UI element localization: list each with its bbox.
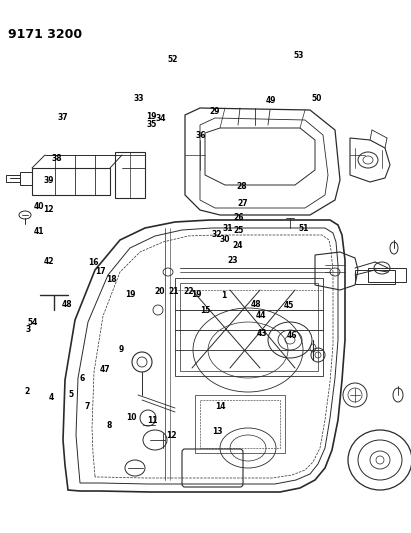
Text: 47: 47 [99,365,110,374]
Text: 28: 28 [237,182,247,191]
Text: 29: 29 [209,108,220,116]
Text: 14: 14 [215,402,226,410]
Text: 39: 39 [43,176,54,184]
Text: 40: 40 [34,203,44,211]
Text: 51: 51 [299,224,309,232]
Text: 36: 36 [195,131,206,140]
Text: 50: 50 [311,94,322,103]
Text: 53: 53 [293,52,304,60]
Text: 4: 4 [49,393,54,401]
Bar [368,268,406,282]
Text: 34: 34 [155,114,166,123]
Text: 17: 17 [95,268,106,276]
Text: 46: 46 [286,332,297,340]
Text: 13: 13 [212,427,223,436]
Text: 9: 9 [119,345,124,354]
Text: 43: 43 [257,329,268,337]
Text: 3: 3 [25,325,30,334]
Text: 24: 24 [232,241,243,249]
Text: 9171 3200: 9171 3200 [8,28,82,41]
Text: 54: 54 [28,318,38,327]
Text: 11: 11 [147,416,157,424]
Text: 12: 12 [43,205,54,214]
Text: 44: 44 [256,311,266,320]
Text: 1: 1 [222,292,226,300]
Text: 25: 25 [233,226,244,235]
Text: 16: 16 [88,259,99,267]
Text: 20: 20 [154,287,165,296]
Text: 49: 49 [266,96,277,104]
Text: 5: 5 [68,391,73,399]
Text: 26: 26 [233,213,244,222]
Text: 7: 7 [85,402,90,411]
Text: 19: 19 [125,290,136,299]
Bar [175,278,323,376]
Text: 19: 19 [191,290,201,299]
Text: 31: 31 [222,224,233,232]
Text: 18: 18 [106,275,116,284]
Text: 52: 52 [167,55,178,64]
Text: 8: 8 [106,421,112,430]
Text: 10: 10 [126,414,137,422]
Text: 37: 37 [57,113,68,122]
Text: 38: 38 [51,155,62,163]
Text: 45: 45 [284,302,294,310]
Text: 21: 21 [168,287,179,296]
Text: 42: 42 [43,257,54,265]
Text: 48: 48 [250,300,261,309]
Text: 48: 48 [61,300,72,309]
Text: 41: 41 [34,228,44,236]
Text: 23: 23 [228,256,238,264]
Bar [180,283,318,371]
Text: 2: 2 [24,387,29,396]
Text: 32: 32 [211,230,222,239]
Text: 12: 12 [166,431,177,440]
Text: 22: 22 [183,287,194,296]
Bar [355,270,395,284]
Text: 35: 35 [146,120,157,129]
Text: 19: 19 [146,112,157,120]
Text: 6: 6 [80,374,85,383]
Bar [200,400,280,448]
Text: 33: 33 [134,94,144,103]
Bar [195,395,285,453]
Text: 30: 30 [219,235,230,244]
Text: 27: 27 [238,199,248,207]
Text: 15: 15 [200,306,211,315]
